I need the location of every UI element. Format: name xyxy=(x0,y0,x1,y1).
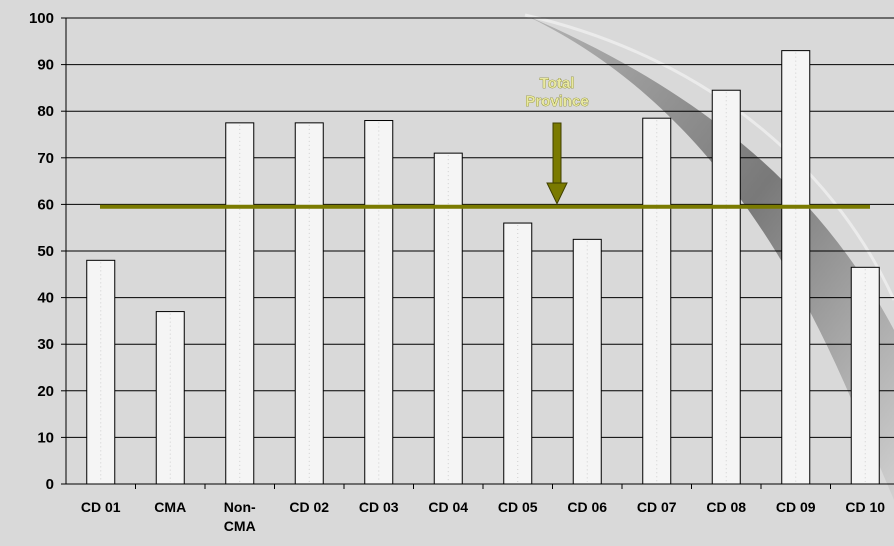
y-tick-label: 10 xyxy=(37,429,54,446)
y-tick-label: 40 xyxy=(37,290,54,307)
reference-line-label: Total Province xyxy=(525,75,588,110)
y-tick-label: 0 xyxy=(46,476,54,493)
bar xyxy=(850,266,880,485)
x-tick-label: CMA xyxy=(154,499,186,515)
y-tick-label: 70 xyxy=(37,150,54,167)
bar xyxy=(433,152,463,485)
reference-line-group: Total Province xyxy=(100,75,870,209)
decorative-swoosh xyxy=(525,15,894,500)
bar xyxy=(781,50,811,485)
y-tick-label: 80 xyxy=(37,103,54,120)
x-tick-label: CD 10 xyxy=(845,499,885,515)
gridlines xyxy=(66,17,894,485)
reference-arrow-head xyxy=(546,182,568,205)
x-tick-label: CD 09 xyxy=(776,499,816,515)
reference-arrow-shaft xyxy=(552,122,562,184)
bars xyxy=(86,50,880,485)
y-tick-label: 30 xyxy=(37,336,54,353)
y-tick-label: 90 xyxy=(37,57,54,74)
x-tick-label: Non-CMA xyxy=(224,499,256,534)
bar xyxy=(225,122,255,485)
bar xyxy=(294,122,324,485)
y-tick-label: 50 xyxy=(37,243,54,260)
x-tick-label: CD 07 xyxy=(637,499,677,515)
x-tick-label: CD 04 xyxy=(428,499,468,515)
y-tick-label: 20 xyxy=(37,383,54,400)
x-tick-label: CD 02 xyxy=(289,499,329,515)
x-tick-label: CD 06 xyxy=(567,499,607,515)
y-tick-label: 100 xyxy=(29,10,54,27)
bar xyxy=(711,89,741,485)
axes: 0 10 20 30 40 50 60 70 80 90 100 CD 01 CMA Non-CMA CD … xyxy=(29,10,894,534)
x-tick-label: CD 01 xyxy=(81,499,121,515)
x-tick-label: CD 08 xyxy=(706,499,746,515)
x-tick-label: CD 03 xyxy=(359,499,399,515)
x-tick-label: CD 05 xyxy=(498,499,538,515)
y-tick-label: 60 xyxy=(37,196,54,213)
